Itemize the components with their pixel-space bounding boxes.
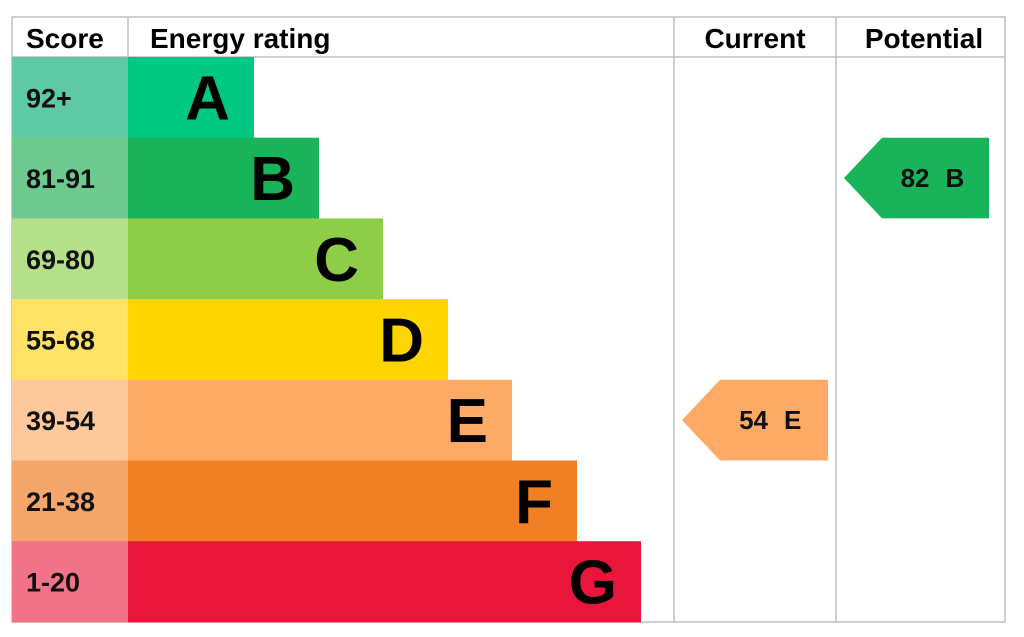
potential-rating-marker: 82 B	[844, 137, 989, 219]
current-marker-letter: E	[784, 405, 801, 435]
rating-bar-b	[128, 137, 319, 219]
band-g: 1-20 G	[12, 541, 641, 623]
rating-letter-a: A	[185, 64, 230, 133]
rating-bands: 92+ A 81-91 B 69-80 C 55-68 D 39-54 E 21-38 F 1-20 G	[12, 57, 641, 623]
rating-bar-g	[128, 541, 641, 623]
rating-letter-c: C	[314, 226, 359, 295]
rating-bar-a	[128, 57, 254, 139]
score-cell-g	[12, 541, 128, 623]
rating-bar-f	[128, 460, 577, 542]
rating-markers: 54 E 82 B	[682, 137, 989, 461]
score-range-f: 21-38	[26, 487, 95, 517]
rating-bar-e	[128, 379, 512, 461]
rating-letter-e: E	[447, 387, 488, 456]
score-range-g: 1-20	[26, 568, 80, 598]
score-cell-a	[12, 57, 128, 139]
rating-bar-c	[128, 218, 383, 300]
current-marker-value: 54	[739, 405, 768, 435]
score-range-a: 92+	[26, 83, 72, 113]
potential-marker-value: 82	[901, 163, 930, 193]
band-f: 21-38 F	[12, 460, 577, 542]
band-c: 69-80 C	[12, 218, 383, 300]
band-b: 81-91 B	[12, 137, 319, 219]
score-cell-c	[12, 218, 128, 300]
rating-letter-g: G	[569, 549, 617, 618]
header-current: Current	[704, 23, 805, 54]
score-cell-e	[12, 379, 128, 461]
score-cell-f	[12, 460, 128, 542]
rating-letter-d: D	[379, 306, 424, 375]
header-energy-rating: Energy rating	[150, 23, 330, 54]
potential-marker-arrow	[844, 137, 989, 219]
score-range-c: 69-80	[26, 245, 95, 275]
score-cell-d	[12, 299, 128, 381]
score-cell-b	[12, 137, 128, 219]
score-range-e: 39-54	[26, 406, 95, 436]
current-marker-arrow	[682, 379, 828, 461]
header-potential: Potential	[865, 23, 983, 54]
rating-bar-d	[128, 299, 448, 381]
score-range-b: 81-91	[26, 164, 95, 194]
header-score: Score	[26, 23, 104, 54]
band-d: 55-68 D	[12, 299, 448, 381]
potential-marker-letter: B	[946, 163, 965, 193]
band-a: 92+ A	[12, 57, 254, 139]
score-range-d: 55-68	[26, 325, 95, 355]
current-rating-marker: 54 E	[682, 379, 828, 461]
band-e: 39-54 E	[12, 379, 512, 461]
rating-letter-b: B	[250, 145, 295, 214]
rating-letter-f: F	[515, 468, 553, 537]
